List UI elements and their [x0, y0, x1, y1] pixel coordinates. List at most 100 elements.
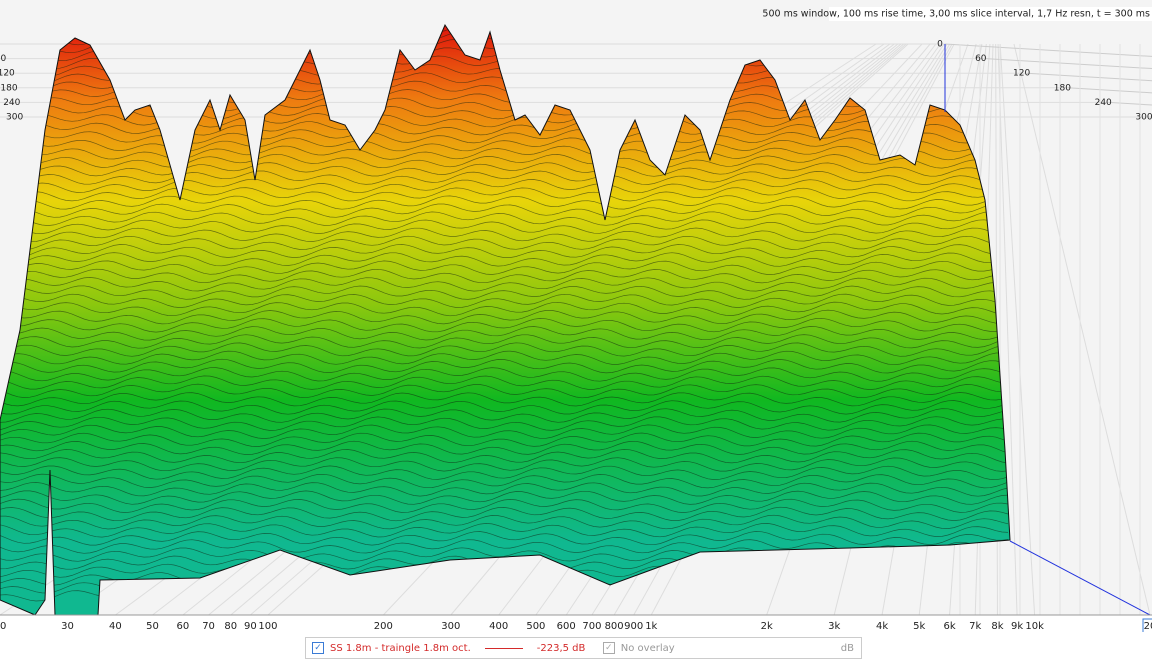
- slice-line: [0, 170, 1009, 185]
- slice-line: [0, 482, 1009, 497]
- x-tick-label: 900: [624, 621, 643, 632]
- slice-line: [0, 408, 1009, 423]
- slice-line: [0, 449, 1009, 464]
- slice-line: [0, 277, 1009, 292]
- x-tick-label: 800: [605, 621, 624, 632]
- annotation-box: [829, 7, 1152, 21]
- z-tick-label: 240: [1095, 98, 1112, 108]
- slice-line: [0, 432, 1009, 447]
- slice-line: [0, 367, 1009, 382]
- grid-line: [997, 43, 1018, 616]
- slice-line: [0, 178, 1009, 194]
- z-tick-label: 120: [0, 69, 15, 79]
- z-tick-label: 60: [0, 54, 7, 64]
- x-tick-label: 10k: [1025, 621, 1044, 632]
- slice-line: [0, 317, 1009, 333]
- slice-line: [0, 457, 1009, 472]
- x-tick-label: 80: [224, 621, 237, 632]
- z-tick-label: 0: [937, 40, 943, 50]
- slice-line: [0, 514, 1009, 530]
- x-tick-label: 40: [109, 621, 122, 632]
- z-tick-label: 300: [1135, 113, 1152, 123]
- slice-line: [0, 350, 1009, 366]
- z-tick-label: 300: [6, 113, 23, 123]
- slice-line: [0, 268, 1009, 284]
- x-tick-label: 9k: [1011, 621, 1023, 632]
- slice-line: [0, 531, 1009, 546]
- waterfall-surface: [0, 23, 1011, 616]
- slice-line: [0, 203, 1009, 218]
- z-tick-label: 120: [1013, 69, 1030, 79]
- x-tick-label: 400: [489, 621, 508, 632]
- x-tick-label: 6k: [943, 621, 955, 632]
- legend-readout: -223,5 dB: [536, 642, 586, 654]
- slice-line: [0, 400, 1009, 415]
- x-tick-box: [1142, 618, 1152, 632]
- z-tick-label: 240: [3, 98, 20, 108]
- slice-line: [0, 375, 1009, 390]
- x-tick-label: 20: [0, 621, 6, 632]
- slice-line: [0, 211, 1009, 226]
- slice-line: [0, 465, 1009, 481]
- x-tick-label: 7k: [969, 621, 981, 632]
- x-tick-label: 20: [1144, 621, 1152, 632]
- slice-line: [0, 523, 1009, 538]
- slice-line: [0, 473, 1009, 489]
- slice-line: [0, 252, 1009, 267]
- grid-line: [1067, 87, 1152, 94]
- x-tick-label: 90: [244, 621, 257, 632]
- slice-line: [0, 342, 1009, 357]
- legend-name: SS 1.8m - traingle 1.8m oct.: [330, 642, 471, 654]
- z-tick-label: 180: [0, 83, 17, 93]
- overlay-name: No overlay: [620, 642, 675, 654]
- z-tick-label: 60: [975, 54, 987, 64]
- slice-line: [0, 416, 1009, 431]
- x-tick-label: 100: [258, 621, 277, 632]
- slice-line: [0, 506, 1009, 522]
- slice-line: [0, 219, 1009, 234]
- x-tick-label: 500: [526, 621, 545, 632]
- slice-line: [0, 260, 1009, 275]
- x-tick-label: 5k: [913, 621, 925, 632]
- slice-line: [0, 392, 1009, 407]
- x-tick-label: 30: [61, 621, 74, 632]
- depth-axis: [1009, 540, 1151, 616]
- slice-line: [0, 153, 1009, 169]
- x-tick-label: 2k: [761, 621, 773, 632]
- x-tick-label: 50: [146, 621, 159, 632]
- slice-line: [0, 383, 1009, 399]
- x-tick-label: 1k: [645, 621, 657, 632]
- overlay-checkbox[interactable]: ✓: [602, 642, 615, 654]
- x-tick-label: 8k: [991, 621, 1003, 632]
- x-tick-label: 4k: [876, 621, 888, 632]
- x-tick-label: 200: [374, 621, 393, 632]
- x-tick-label: 60: [177, 621, 190, 632]
- slice-line: [0, 424, 1009, 439]
- grid-line: [1108, 101, 1152, 106]
- series-checkbox[interactable]: ✓: [312, 642, 324, 654]
- chart: 500 ms window, 100 ms rise time, 3,00 ms…: [0, 0, 1152, 632]
- slice-line: [0, 490, 1009, 505]
- grid-line: [985, 58, 1152, 70]
- slice-line: [0, 358, 1009, 374]
- slice-line: [0, 244, 1009, 259]
- slice-line: [0, 235, 1009, 251]
- x-tick-label: 300: [441, 621, 460, 632]
- overlay-unit: dB: [840, 642, 854, 654]
- grid-line: [1026, 72, 1152, 82]
- slice-line: [0, 227, 1009, 243]
- grid-line: [999, 43, 1036, 616]
- legend-swatch: [484, 647, 523, 649]
- slice-line: [0, 162, 1009, 177]
- z-tick-label: 180: [1054, 83, 1071, 93]
- slice-line: [0, 334, 1009, 349]
- slice-line: [0, 293, 1009, 308]
- annotation: 500 ms window, 100 ms rise time, 3,00 ms…: [762, 9, 1150, 20]
- slice-line: [0, 326, 1009, 341]
- slice-line: [0, 301, 1009, 317]
- slice-line: [0, 285, 1009, 300]
- legend: ✓ SS 1.8m - traingle 1.8m oct. -223,5 dB…: [305, 637, 862, 659]
- x-tick-label: 3k: [828, 621, 840, 632]
- slice-line: [0, 440, 1009, 455]
